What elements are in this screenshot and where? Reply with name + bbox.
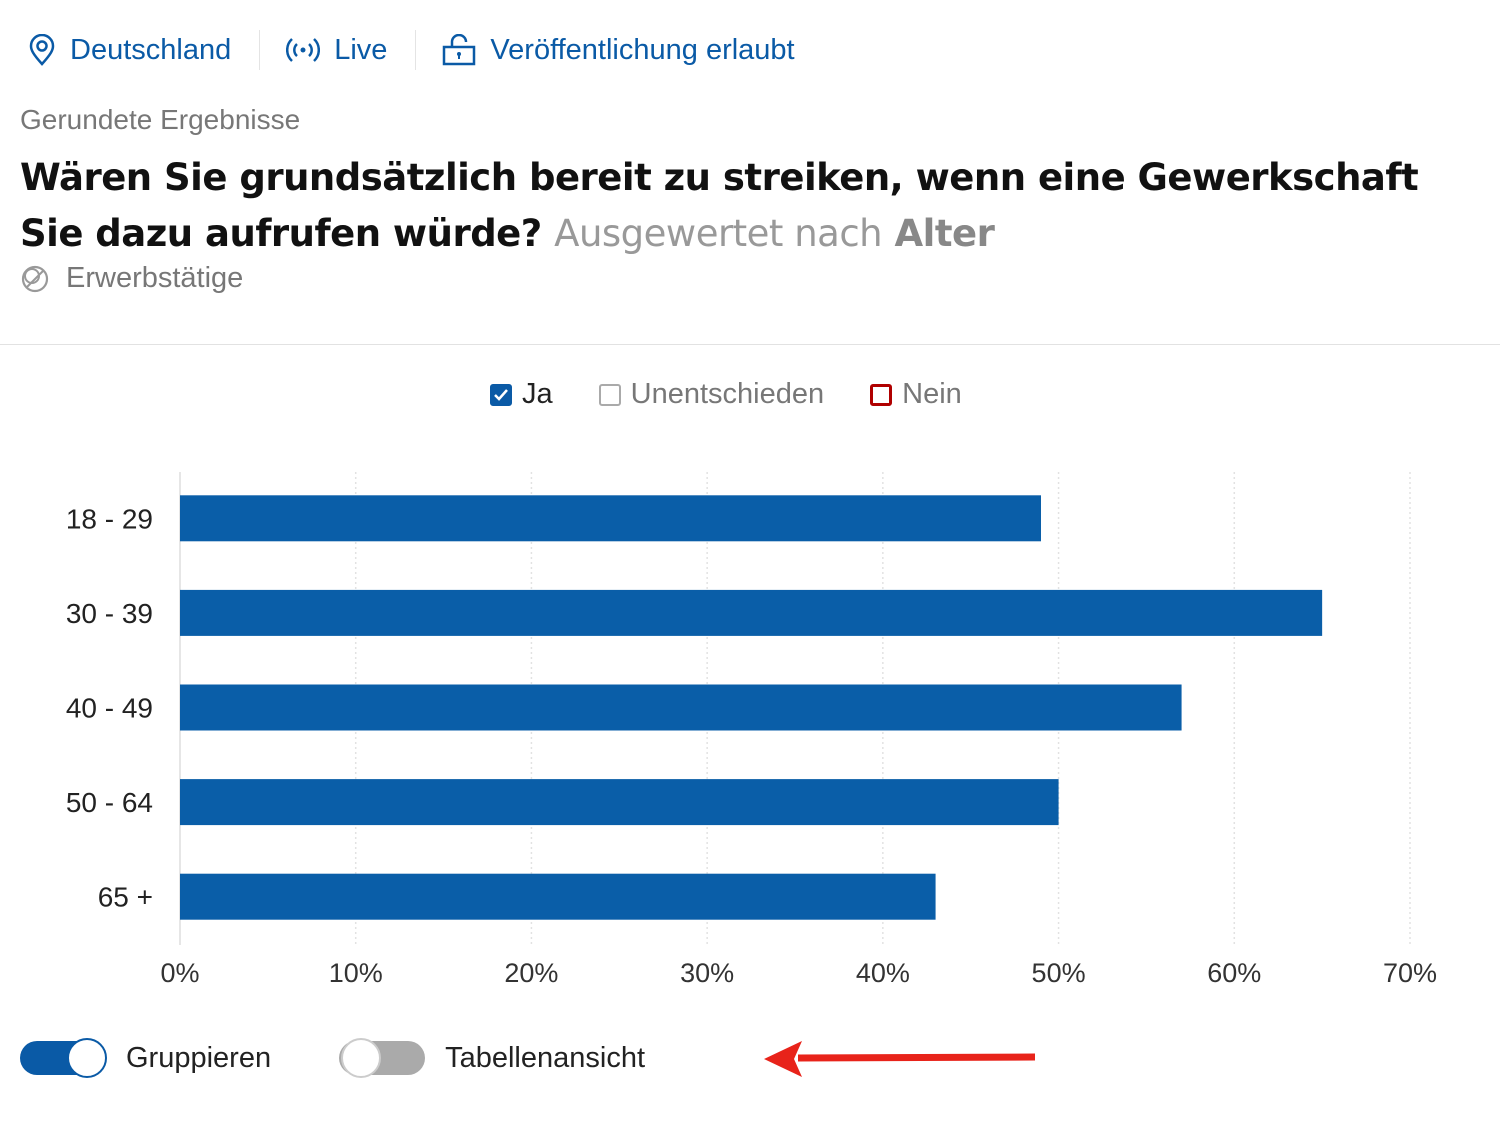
checkbox-icon[interactable]: [598, 383, 621, 406]
bar: [180, 495, 1041, 542]
divider: [415, 30, 417, 70]
divider: [0, 344, 1500, 345]
y-tick-label: 50 - 64: [66, 787, 153, 818]
legend-label: Unentschieden: [630, 378, 825, 410]
live-link[interactable]: Live: [286, 34, 415, 67]
group-label: Gruppieren: [126, 1041, 272, 1074]
view-controls: Gruppieren Tabellenansicht: [20, 1038, 645, 1078]
region-link[interactable]: Deutschland: [28, 34, 259, 67]
divider: [259, 30, 261, 70]
x-tick-label: 60%: [1207, 958, 1261, 988]
checkbox-checked-icon[interactable]: [490, 383, 512, 406]
legend-item-nein[interactable]: Nein: [870, 378, 962, 411]
unlock-icon: [443, 34, 476, 66]
question-title: Wären Sie grundsätzlich bereit zu streik…: [20, 150, 1480, 262]
y-tick-label: 18 - 29: [66, 503, 153, 534]
table-view-label: Tabellenansicht: [445, 1041, 646, 1074]
x-tick-label: 70%: [1383, 958, 1437, 988]
evaluated-prefix: Ausgewertet nach: [554, 212, 883, 255]
bar: [180, 873, 936, 920]
top-bar: Deutschland Live Veröffentlichung erlaub…: [28, 28, 823, 72]
x-tick-label: 30%: [680, 958, 734, 988]
legend-label: Ja: [522, 378, 553, 410]
population-label: Erwerbstätige: [66, 262, 244, 294]
legend: Ja Unentschieden Nein: [490, 378, 962, 411]
y-tick-label: 65 +: [98, 882, 153, 913]
y-tick-label: 40 - 49: [66, 693, 153, 724]
table-view-toggle[interactable]: [339, 1038, 427, 1078]
bar: [180, 589, 1323, 636]
evaluated-by: Alter: [894, 212, 995, 255]
legend-item-ja[interactable]: Ja: [490, 378, 553, 411]
bar: [180, 684, 1182, 731]
live-label: Live: [334, 33, 388, 66]
group-toggle[interactable]: [20, 1038, 108, 1078]
bar: [180, 779, 1059, 826]
legend-label: Nein: [902, 378, 962, 410]
x-tick-label: 10%: [329, 958, 383, 988]
x-tick-label: 20%: [504, 958, 558, 988]
location-pin-icon: [29, 34, 55, 66]
x-tick-label: 0%: [160, 958, 199, 988]
x-tick-label: 50%: [1032, 958, 1086, 988]
population-icon: [21, 265, 49, 292]
red-arrow-annotation: [764, 1041, 1036, 1077]
publication-label: Veröffentlichung erlaubt: [490, 33, 795, 66]
region-label: Deutschland: [70, 33, 232, 66]
question-text: Wären Sie grundsätzlich bereit zu streik…: [20, 156, 1419, 255]
x-tick-label: 40%: [856, 958, 910, 988]
rounded-results-note: Gerundete Ergebnisse: [20, 104, 301, 135]
checkbox-icon[interactable]: [870, 383, 893, 406]
broadcast-icon: [286, 38, 321, 62]
y-tick-label: 30 - 39: [66, 598, 153, 629]
population: Erwerbstätige: [20, 262, 243, 295]
legend-item-unentschieden[interactable]: Unentschieden: [598, 378, 825, 411]
publication-link[interactable]: Veröffentlichung erlaubt: [442, 34, 822, 67]
bar-chart: 0% 10% 20% 30% 40% 50% 60% 70% 18 - 29 30 - 39 40 …: [66, 472, 1437, 988]
